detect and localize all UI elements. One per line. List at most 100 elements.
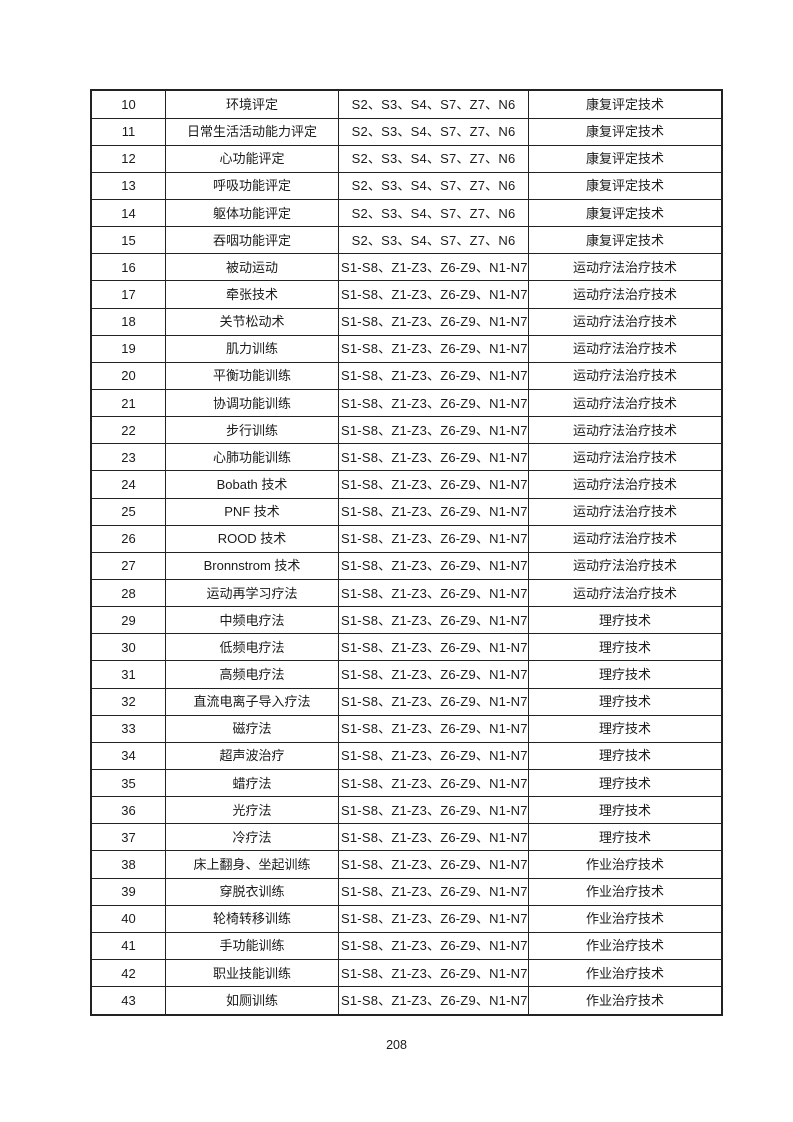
table-row: 20 平衡功能训练 S1-S8、Z1-Z3、Z6-Z9、N1-N7 运动疗法治疗…	[90, 361, 723, 391]
table-row: 13 呼吸功能评定 S2、S3、S4、S7、Z7、N6 康复评定技术	[90, 171, 723, 201]
item-name-cell: 心肺功能训练	[165, 443, 339, 472]
row-number-cell: 24	[90, 470, 166, 499]
table-row: 43 如厕训练 S1-S8、Z1-Z3、Z6-Z9、N1-N7 作业治疗技术	[90, 986, 723, 1016]
item-name-cell: 穿脱衣训练	[165, 877, 339, 906]
row-number-cell: 32	[90, 687, 166, 716]
item-category-cell: 理疗技术	[528, 606, 723, 635]
item-codes-cell: S1-S8、Z1-Z3、Z6-Z9、N1-N7	[338, 714, 529, 743]
table-row: 18 关节松动术 S1-S8、Z1-Z3、Z6-Z9、N1-N7 运动疗法治疗技…	[90, 307, 723, 336]
table-row: 33 磁疗法 S1-S8、Z1-Z3、Z6-Z9、N1-N7 理疗技术	[90, 714, 723, 743]
row-number-cell: 15	[90, 226, 166, 255]
item-category-cell: 理疗技术	[528, 741, 723, 770]
item-category-cell: 康复评定技术	[528, 226, 723, 255]
item-category-cell: 作业治疗技术	[528, 877, 723, 906]
table-row: 42 职业技能训练 S1-S8、Z1-Z3、Z6-Z9、N1-N7 作业治疗技术	[90, 958, 723, 988]
item-name-cell: 床上翻身、坐起训练	[165, 850, 339, 879]
item-name-cell: 光疗法	[165, 796, 339, 825]
item-name-cell: 直流电离子导入疗法	[165, 687, 339, 716]
item-name-cell: 平衡功能训练	[165, 361, 339, 391]
item-codes-cell: S1-S8、Z1-Z3、Z6-Z9、N1-N7	[338, 660, 529, 689]
item-codes-cell: S2、S3、S4、S7、Z7、N6	[338, 117, 529, 146]
table-row: 12 心功能评定 S2、S3、S4、S7、Z7、N6 康复评定技术	[90, 144, 723, 173]
table-row: 31 高频电疗法 S1-S8、Z1-Z3、Z6-Z9、N1-N7 理疗技术	[90, 660, 723, 689]
item-category-cell: 作业治疗技术	[528, 931, 723, 960]
item-name-cell: 协调功能训练	[165, 389, 339, 418]
table-row: 28 运动再学习疗法 S1-S8、Z1-Z3、Z6-Z9、N1-N7 运动疗法治…	[90, 578, 723, 608]
item-codes-cell: S1-S8、Z1-Z3、Z6-Z9、N1-N7	[338, 551, 529, 581]
table-row: 14 躯体功能评定 S2、S3、S4、S7、Z7、N6 康复评定技术	[90, 199, 723, 228]
item-codes-cell: S1-S8、Z1-Z3、Z6-Z9、N1-N7	[338, 768, 529, 798]
item-name-cell: 轮椅转移训练	[165, 904, 339, 933]
row-number-cell: 41	[90, 931, 166, 960]
item-codes-cell: S1-S8、Z1-Z3、Z6-Z9、N1-N7	[338, 361, 529, 391]
item-codes-cell: S2、S3、S4、S7、Z7、N6	[338, 144, 529, 173]
item-name-cell: 关节松动术	[165, 307, 339, 336]
item-name-cell: 如厕训练	[165, 986, 339, 1016]
item-codes-cell: S2、S3、S4、S7、Z7、N6	[338, 89, 529, 119]
table-row: 15 吞咽功能评定 S2、S3、S4、S7、Z7、N6 康复评定技术	[90, 226, 723, 255]
item-name-cell: 牵张技术	[165, 280, 339, 309]
item-name-cell: 躯体功能评定	[165, 199, 339, 228]
table-row: 38 床上翻身、坐起训练 S1-S8、Z1-Z3、Z6-Z9、N1-N7 作业治…	[90, 850, 723, 879]
item-codes-cell: S1-S8、Z1-Z3、Z6-Z9、N1-N7	[338, 334, 529, 363]
table-row: 27 Bronnstrom 技术 S1-S8、Z1-Z3、Z6-Z9、N1-N7…	[90, 551, 723, 581]
row-number-cell: 18	[90, 307, 166, 336]
item-category-cell: 康复评定技术	[528, 199, 723, 228]
item-codes-cell: S1-S8、Z1-Z3、Z6-Z9、N1-N7	[338, 823, 529, 852]
row-number-cell: 11	[90, 117, 166, 146]
item-category-cell: 康复评定技术	[528, 171, 723, 201]
row-number-cell: 20	[90, 361, 166, 391]
row-number-cell: 14	[90, 199, 166, 228]
item-codes-cell: S1-S8、Z1-Z3、Z6-Z9、N1-N7	[338, 307, 529, 336]
row-number-cell: 22	[90, 416, 166, 445]
item-category-cell: 作业治疗技术	[528, 850, 723, 879]
item-category-cell: 运动疗法治疗技术	[528, 361, 723, 391]
item-name-cell: 磁疗法	[165, 714, 339, 743]
row-number-cell: 26	[90, 524, 166, 553]
item-name-cell: 超声波治疗	[165, 741, 339, 770]
item-category-cell: 理疗技术	[528, 823, 723, 852]
row-number-cell: 35	[90, 768, 166, 798]
table-row: 39 穿脱衣训练 S1-S8、Z1-Z3、Z6-Z9、N1-N7 作业治疗技术	[90, 877, 723, 906]
item-category-cell: 作业治疗技术	[528, 986, 723, 1016]
row-number-cell: 30	[90, 633, 166, 662]
item-codes-cell: S1-S8、Z1-Z3、Z6-Z9、N1-N7	[338, 850, 529, 879]
item-category-cell: 理疗技术	[528, 660, 723, 689]
item-name-cell: 冷疗法	[165, 823, 339, 852]
table-body: 10 环境评定 S2、S3、S4、S7、Z7、N6 康复评定技术 11 日常生活…	[90, 89, 723, 1016]
item-name-cell: 步行训练	[165, 416, 339, 445]
item-category-cell: 理疗技术	[528, 633, 723, 662]
row-number-cell: 36	[90, 796, 166, 825]
item-codes-cell: S2、S3、S4、S7、Z7、N6	[338, 171, 529, 201]
item-codes-cell: S1-S8、Z1-Z3、Z6-Z9、N1-N7	[338, 524, 529, 553]
page-number: 208	[386, 1038, 407, 1052]
item-name-cell: 被动运动	[165, 253, 339, 282]
item-codes-cell: S1-S8、Z1-Z3、Z6-Z9、N1-N7	[338, 796, 529, 825]
row-number-cell: 13	[90, 171, 166, 201]
item-category-cell: 运动疗法治疗技术	[528, 416, 723, 445]
item-codes-cell: S1-S8、Z1-Z3、Z6-Z9、N1-N7	[338, 253, 529, 282]
table-row: 10 环境评定 S2、S3、S4、S7、Z7、N6 康复评定技术	[90, 89, 723, 119]
table-row: 16 被动运动 S1-S8、Z1-Z3、Z6-Z9、N1-N7 运动疗法治疗技术	[90, 253, 723, 282]
table-row: 11 日常生活活动能力评定 S2、S3、S4、S7、Z7、N6 康复评定技术	[90, 117, 723, 146]
item-name-cell: ROOD 技术	[165, 524, 339, 553]
row-number-cell: 27	[90, 551, 166, 581]
row-number-cell: 43	[90, 986, 166, 1016]
table-row: 19 肌力训练 S1-S8、Z1-Z3、Z6-Z9、N1-N7 运动疗法治疗技术	[90, 334, 723, 363]
item-category-cell: 运动疗法治疗技术	[528, 443, 723, 472]
item-codes-cell: S1-S8、Z1-Z3、Z6-Z9、N1-N7	[338, 389, 529, 418]
item-category-cell: 运动疗法治疗技术	[528, 280, 723, 309]
table-row: 24 Bobath 技术 S1-S8、Z1-Z3、Z6-Z9、N1-N7 运动疗…	[90, 470, 723, 499]
item-category-cell: 理疗技术	[528, 796, 723, 825]
item-category-cell: 运动疗法治疗技术	[528, 389, 723, 418]
row-number-cell: 40	[90, 904, 166, 933]
item-codes-cell: S1-S8、Z1-Z3、Z6-Z9、N1-N7	[338, 280, 529, 309]
item-category-cell: 康复评定技术	[528, 89, 723, 119]
row-number-cell: 38	[90, 850, 166, 879]
item-name-cell: 运动再学习疗法	[165, 578, 339, 608]
row-number-cell: 42	[90, 958, 166, 988]
item-name-cell: 低频电疗法	[165, 633, 339, 662]
row-number-cell: 25	[90, 497, 166, 526]
item-category-cell: 理疗技术	[528, 768, 723, 798]
